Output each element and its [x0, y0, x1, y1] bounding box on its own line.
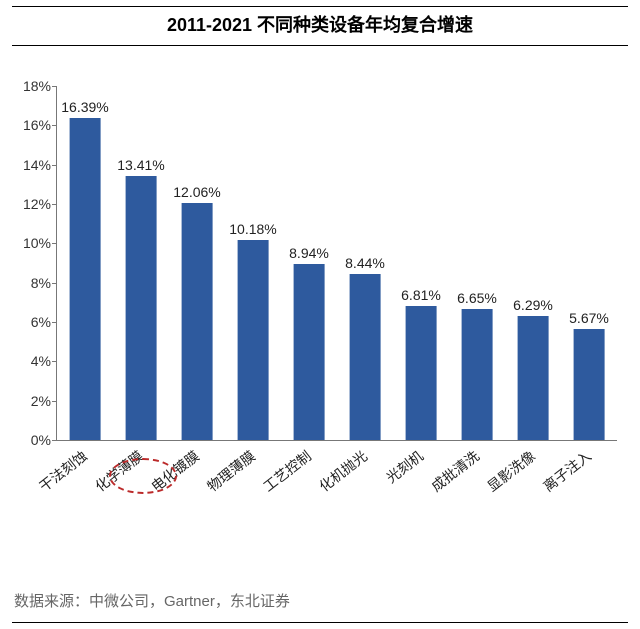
bars-layer: 16.39%干法刻蚀13.41%化学薄膜12.06%电化镀膜10.18%物理薄膜… [57, 86, 617, 440]
bar-value-label: 6.65% [457, 290, 497, 306]
y-axis-label: 10% [23, 235, 57, 251]
bar-cell: 5.67%离子注入 [561, 86, 617, 440]
bar: 12.06% [182, 203, 213, 440]
x-axis-label: 离子注入 [539, 446, 595, 496]
x-axis-label: 物理薄膜 [203, 446, 259, 496]
x-axis-label: 工艺控制 [259, 446, 315, 496]
bottom-rule [12, 622, 628, 623]
bar-cell: 8.44%化机抛光 [337, 86, 393, 440]
bar: 5.67% [574, 329, 605, 441]
bar-cell: 8.94%工艺控制 [281, 86, 337, 440]
title-underline [12, 45, 628, 46]
bar-cell: 16.39%干法刻蚀 [57, 86, 113, 440]
bar: 16.39% [70, 118, 101, 440]
bar-value-label: 10.18% [229, 221, 276, 237]
bar: 6.81% [406, 306, 437, 440]
bar-cell: 10.18%物理薄膜 [225, 86, 281, 440]
chart-title: 2011-2021 不同种类设备年均复合增速 [12, 7, 628, 45]
y-axis-label: 12% [23, 196, 57, 212]
bar: 10.18% [238, 240, 269, 440]
y-axis-label: 14% [23, 157, 57, 173]
bar-value-label: 8.44% [345, 255, 385, 271]
x-axis-label: 化学薄膜 [91, 446, 147, 496]
x-axis-label: 成批清洗 [427, 446, 483, 496]
bar-cell: 6.29%显影洗像 [505, 86, 561, 440]
bar-value-label: 8.94% [289, 245, 329, 261]
bar-value-label: 5.67% [569, 310, 609, 326]
y-axis-label: 4% [31, 353, 57, 369]
bar-value-label: 13.41% [117, 157, 164, 173]
bar-cell: 6.65%成批清洗 [449, 86, 505, 440]
x-axis-label: 化机抛光 [315, 446, 371, 496]
bar-cell: 6.81%光刻机 [393, 86, 449, 440]
data-source: 数据来源：中微公司，Gartner，东北证券 [14, 590, 290, 611]
bar: 6.65% [462, 309, 493, 440]
bar-value-label: 6.29% [513, 297, 553, 313]
bar: 13.41% [126, 176, 157, 440]
bar-chart: 16.39%干法刻蚀13.41%化学薄膜12.06%电化镀膜10.18%物理薄膜… [12, 68, 628, 524]
y-axis-label: 6% [31, 314, 57, 330]
figure: 2011-2021 不同种类设备年均复合增速 16.39%干法刻蚀13.41%化… [0, 0, 640, 629]
x-axis-label: 光刻机 [382, 446, 427, 488]
bar: 6.29% [518, 316, 549, 440]
y-axis-label: 18% [23, 78, 57, 94]
bar: 8.94% [294, 264, 325, 440]
bar-value-label: 12.06% [173, 184, 220, 200]
bar-cell: 12.06%电化镀膜 [169, 86, 225, 440]
bar-cell: 13.41%化学薄膜 [113, 86, 169, 440]
y-axis-label: 2% [31, 393, 57, 409]
y-axis-label: 0% [31, 432, 57, 448]
bar-value-label: 16.39% [61, 99, 108, 115]
y-axis-label: 16% [23, 117, 57, 133]
y-axis-label: 8% [31, 275, 57, 291]
x-axis-label: 电化镀膜 [147, 446, 203, 496]
x-axis-label: 显影洗像 [483, 446, 539, 496]
bar-value-label: 6.81% [401, 287, 441, 303]
x-axis-label: 干法刻蚀 [35, 446, 91, 496]
plot-area: 16.39%干法刻蚀13.41%化学薄膜12.06%电化镀膜10.18%物理薄膜… [56, 86, 617, 441]
bar: 8.44% [350, 274, 381, 440]
